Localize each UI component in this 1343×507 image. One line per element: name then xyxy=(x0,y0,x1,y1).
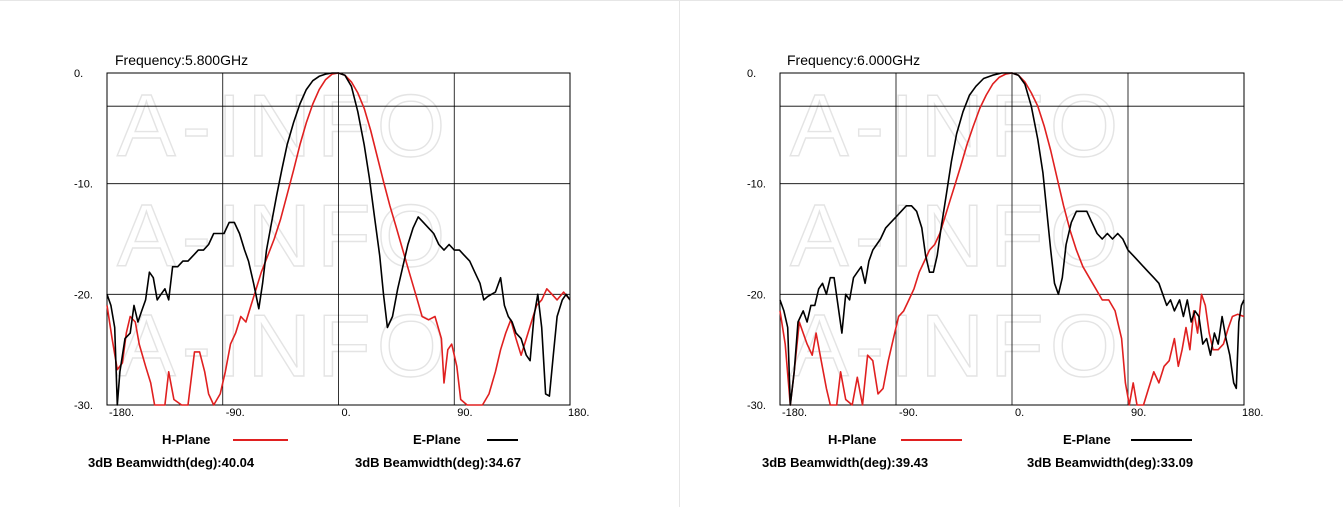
y-tick-label: -20. xyxy=(747,289,766,301)
y-tick-label: 0. xyxy=(74,68,83,80)
legend-label-h-plane: H-Plane xyxy=(828,432,876,447)
pattern-chart-5800: A-INFO A-INFO A-INFO 0. -10. -20. -30. -180. -90… xyxy=(74,52,589,470)
legend-label-e-plane: E-Plane xyxy=(1063,432,1111,447)
x-tick-label: 0. xyxy=(1015,407,1024,419)
series-line-h-plane xyxy=(106,72,571,406)
x-tick-label: -90. xyxy=(226,407,245,419)
x-tick-label: 180. xyxy=(1242,407,1263,419)
beamwidth-h-plane: 3dB Beamwidth(deg):40.04 xyxy=(88,455,255,470)
watermark-text: A-INFO xyxy=(117,186,451,285)
x-tick-label: -180. xyxy=(109,407,134,419)
chart-panel-6000: A-INFO A-INFO A-INFO 0. -10. -20. -30. -180. -90… xyxy=(680,0,1343,507)
y-tick-label: -20. xyxy=(74,289,93,301)
x-tick-label: 180. xyxy=(568,407,589,419)
x-tick-label: 0. xyxy=(342,407,351,419)
chart-title: Frequency:5.800GHz xyxy=(115,52,248,68)
chart-panel-5800: A-INFO A-INFO A-INFO 0. -10. -20. -30. -180. -90… xyxy=(0,0,680,507)
y-tick-label: -30. xyxy=(74,400,93,412)
legend-label-e-plane: E-Plane xyxy=(413,432,461,447)
watermark-text: A-INFO xyxy=(790,76,1124,175)
series-line-e-plane xyxy=(106,72,571,406)
legend-label-h-plane: H-Plane xyxy=(162,432,210,447)
beamwidth-e-plane: 3dB Beamwidth(deg):34.67 xyxy=(355,455,521,470)
x-tick-label: 90. xyxy=(1131,407,1146,419)
beamwidth-h-plane: 3dB Beamwidth(deg):39.43 xyxy=(762,455,928,470)
beamwidth-e-plane: 3dB Beamwidth(deg):33.09 xyxy=(1027,455,1193,470)
watermark-text: A-INFO xyxy=(117,296,451,395)
y-tick-label: 0. xyxy=(747,68,756,80)
y-tick-label: -10. xyxy=(74,179,93,191)
x-tick-label: -180. xyxy=(782,407,807,419)
watermark-text: A-INFO xyxy=(117,76,451,175)
series-line-e-plane xyxy=(779,72,1245,406)
watermark-text: A-INFO xyxy=(790,186,1124,285)
x-tick-label: 90. xyxy=(457,407,472,419)
x-tick-label: -90. xyxy=(899,407,918,419)
y-tick-label: -10. xyxy=(747,179,766,191)
chart-title: Frequency:6.000GHz xyxy=(787,52,920,68)
y-tick-label: -30. xyxy=(747,400,766,412)
